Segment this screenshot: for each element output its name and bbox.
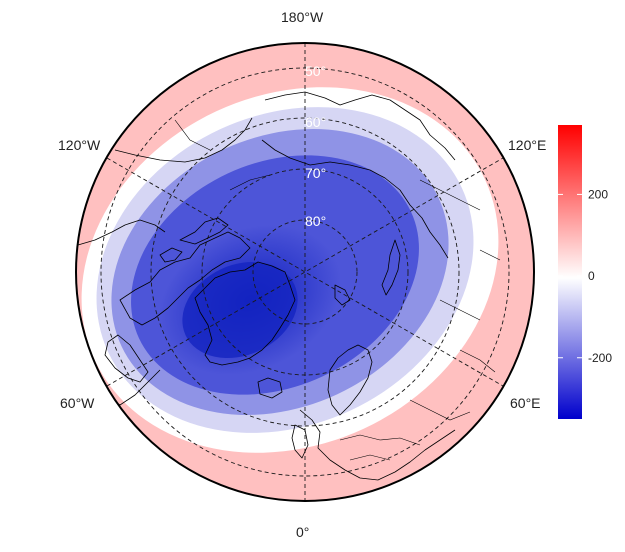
lon-label-180w: 180°W: [281, 9, 324, 25]
field-core-min: [182, 261, 298, 359]
border-line: [339, 299, 496, 461]
lat-label-60: 60°: [305, 114, 326, 130]
iceland: [257, 377, 283, 399]
map-boundary: [75, 42, 535, 502]
borders: [174, 119, 501, 461]
greenland-coast: [194, 261, 296, 366]
canada-islands: [159, 217, 229, 263]
colorbar-tick-label: 200: [588, 187, 608, 201]
coastlines: [77, 91, 456, 481]
meridian-60w-120e: [106, 157, 504, 387]
siberia-coast: [261, 139, 449, 259]
meridian-120w-60e: [106, 157, 504, 387]
colorbar: 200 0 -200: [558, 125, 612, 419]
scandinavia-coast: [327, 344, 373, 416]
alaska-coast: [114, 117, 253, 163]
siberia-north: [264, 91, 456, 161]
british-isles: [291, 424, 309, 459]
graticule: [100, 43, 510, 501]
svalbard: [334, 284, 351, 306]
lon-label-120e: 120°E: [508, 137, 546, 153]
lat-label-70: 70°: [305, 165, 326, 181]
hudson-bay: [104, 334, 149, 383]
colorbar-gradient: [558, 125, 582, 419]
lat-label-50: 50°: [305, 63, 326, 79]
lat-circle-80: [252, 219, 358, 325]
colorbar-ticks: 200 0 -200: [558, 187, 612, 365]
lon-label-120w: 120°W: [58, 137, 101, 153]
lon-label-60e: 60°E: [510, 395, 541, 411]
border-line: [174, 119, 501, 261]
colorbar-tick-label: -200: [588, 351, 612, 365]
lon-label-60w: 60°W: [60, 395, 95, 411]
field-layer: [76, 43, 534, 501]
colorbar-tick-label: 0: [588, 269, 595, 283]
novaya-zemlya: [381, 239, 401, 296]
lon-label-0: 0°: [296, 524, 309, 540]
canada-arctic-coast: [119, 231, 251, 326]
lat-circle-60: [150, 117, 460, 427]
europe-coast: [299, 409, 456, 481]
lat-label-80: 80°: [305, 213, 326, 229]
